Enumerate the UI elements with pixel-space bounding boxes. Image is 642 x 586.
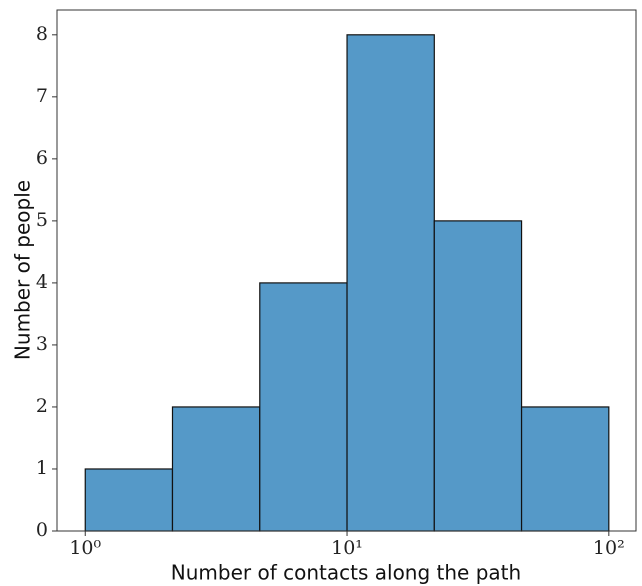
y-tick-label: 8 bbox=[36, 23, 48, 45]
y-tick-label: 1 bbox=[36, 457, 48, 479]
y-axis-label: Number of people bbox=[11, 180, 35, 360]
y-tick-label: 3 bbox=[36, 333, 48, 355]
y-tick-label: 5 bbox=[36, 209, 48, 231]
bar bbox=[259, 282, 348, 532]
bar bbox=[171, 406, 261, 532]
y-tick-label: 4 bbox=[36, 271, 48, 293]
x-tick-label: 10² bbox=[593, 537, 625, 559]
bar bbox=[520, 406, 610, 532]
x-axis-label: Number of contacts along the path bbox=[171, 561, 521, 585]
y-tick-label: 0 bbox=[36, 519, 48, 541]
bar bbox=[346, 34, 435, 532]
y-tick-label: 2 bbox=[36, 395, 48, 417]
y-tick-label: 7 bbox=[36, 85, 48, 107]
y-tick-label: 6 bbox=[36, 147, 48, 169]
bar bbox=[84, 468, 174, 532]
x-tick-label: 10¹ bbox=[331, 537, 363, 559]
plot-frame bbox=[56, 9, 637, 532]
x-tick-label: 10⁰ bbox=[69, 537, 101, 559]
bar bbox=[433, 220, 523, 532]
